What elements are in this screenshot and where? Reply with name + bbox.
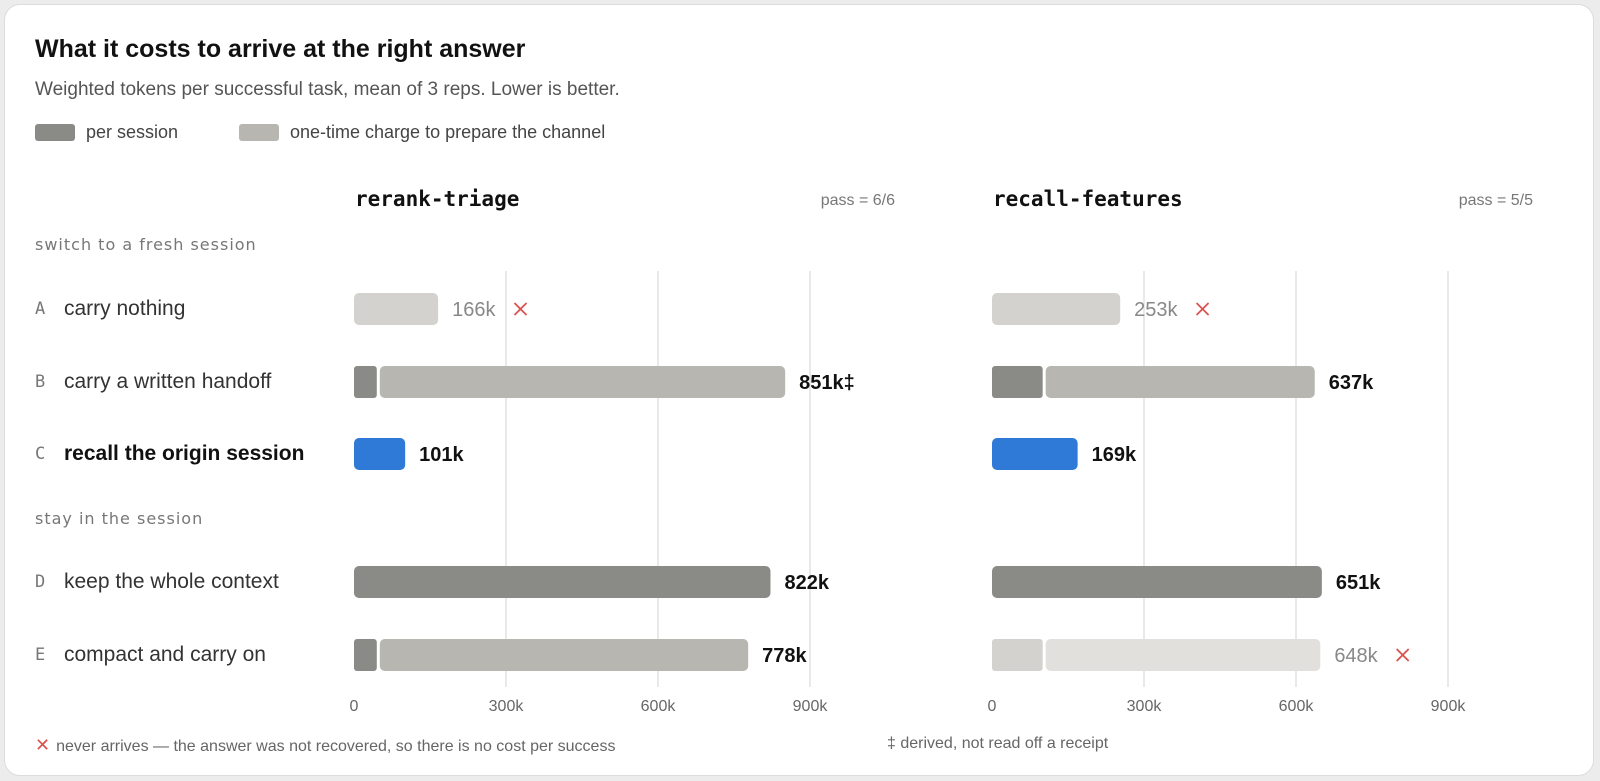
x-tick-label-recall-features-1: 300k	[1127, 698, 1163, 715]
chart-subtitle: Weighted tokens per successful task, mea…	[35, 79, 620, 100]
bar-prep-rerank-triage-b	[379, 366, 786, 398]
panel-title-rerank-triage: rerank-triage	[355, 187, 520, 211]
row-letter-b: B	[35, 372, 46, 392]
bar-value-label-recall-features-b: 637k	[1329, 372, 1374, 394]
row-label-a: carry nothing	[64, 297, 186, 320]
x-tick-label-rerank-triage-2: 600k	[641, 698, 677, 715]
bar-session-rerank-triage-d	[354, 566, 771, 598]
panel-pass-rerank-triage: pass = 6/6	[820, 192, 895, 209]
legend-item-prep-charge: one-time charge to prepare the channel	[239, 122, 605, 143]
x-tick-label-rerank-triage-3: 900k	[793, 698, 829, 715]
bar-value-label-recall-features-a: 253k	[1134, 299, 1178, 321]
bar-value-label-rerank-triage-b: 851k‡	[799, 372, 855, 394]
bar-value-label-recall-features-e: 648k	[1334, 645, 1378, 667]
bar-session-recall-features-d	[992, 566, 1322, 598]
row-letter-e: E	[35, 645, 46, 665]
bar-session-recall-features-b	[992, 366, 1043, 398]
x-tick-label-rerank-triage-1: 300k	[489, 698, 525, 715]
footnote-never-arrives: ✕ never arrives — the answer was not reco…	[35, 735, 615, 756]
section-label-stay-in-session: stay in the session	[35, 509, 204, 528]
cross-icon-recall-features-e-b	[1396, 648, 1410, 662]
row-letter-a: A	[35, 299, 46, 319]
row-label-b: carry a written handoff	[64, 370, 272, 393]
bar-session-rerank-triage-a	[354, 293, 439, 325]
chart-card: What it costs to arrive at the right ans…	[4, 4, 1594, 776]
section-label-fresh-session: switch to a fresh session	[35, 235, 257, 254]
row-label-e: compact and carry on	[64, 643, 266, 666]
row-label-c: recall the origin session	[64, 442, 305, 465]
panel-pass-recall-features: pass = 5/5	[1458, 192, 1533, 209]
legend-label-prep-charge: one-time charge to prepare the channel	[290, 122, 606, 142]
bar-session-rerank-triage-b	[354, 366, 377, 398]
bar-prep-recall-features-b	[1045, 366, 1315, 398]
bar-session-rerank-triage-c	[354, 438, 406, 470]
footnote-never-arrives-text: never arrives — the answer was not recov…	[56, 738, 616, 755]
panel-title-recall-features: recall-features	[993, 187, 1183, 211]
footnote-derived: ‡ derived, not read off a receipt	[887, 735, 1109, 752]
bar-session-recall-features-a	[992, 293, 1121, 325]
row-letter-c: C	[35, 444, 46, 464]
row-label-d: keep the whole context	[64, 570, 279, 593]
x-tick-label-recall-features-2: 600k	[1279, 698, 1315, 715]
bar-value-label-recall-features-c: 169k	[1092, 444, 1137, 466]
x-tick-label-recall-features-0: 0	[988, 698, 997, 715]
cross-icon: ✕	[35, 735, 51, 755]
bar-value-label-recall-features-d: 651k	[1336, 572, 1381, 594]
bar-value-label-rerank-triage-c: 101k	[419, 444, 464, 466]
bar-prep-recall-features-e	[1045, 639, 1321, 671]
bar-chart-canvas: 0 300k 600k 900k 166k 851k‡ 101k 822k 778k 0 300k 6…	[350, 271, 1467, 715]
bar-session-rerank-triage-e	[354, 639, 377, 671]
legend-item-per-session: per session	[35, 122, 178, 143]
bar-session-recall-features-c	[992, 438, 1078, 470]
legend-swatch-per-session	[35, 124, 75, 141]
legend-swatch-prep-charge	[239, 124, 279, 141]
bar-value-label-rerank-triage-d: 822k	[784, 572, 829, 594]
chart-title: What it costs to arrive at the right ans…	[35, 35, 526, 63]
bar-prep-rerank-triage-e	[379, 639, 749, 671]
x-tick-label-rerank-triage-0: 0	[350, 698, 359, 715]
cross-icon-rerank-triage-a-b	[513, 302, 528, 316]
legend-label-per-session: per session	[86, 122, 179, 142]
bar-value-label-rerank-triage-a: 166k	[452, 299, 496, 321]
bar-value-label-rerank-triage-e: 778k	[762, 645, 807, 667]
row-letter-d: D	[35, 572, 46, 592]
cross-icon-recall-features-a-b	[1195, 302, 1210, 316]
x-tick-label-recall-features-3: 900k	[1431, 698, 1467, 715]
bar-session-recall-features-e	[992, 639, 1043, 671]
